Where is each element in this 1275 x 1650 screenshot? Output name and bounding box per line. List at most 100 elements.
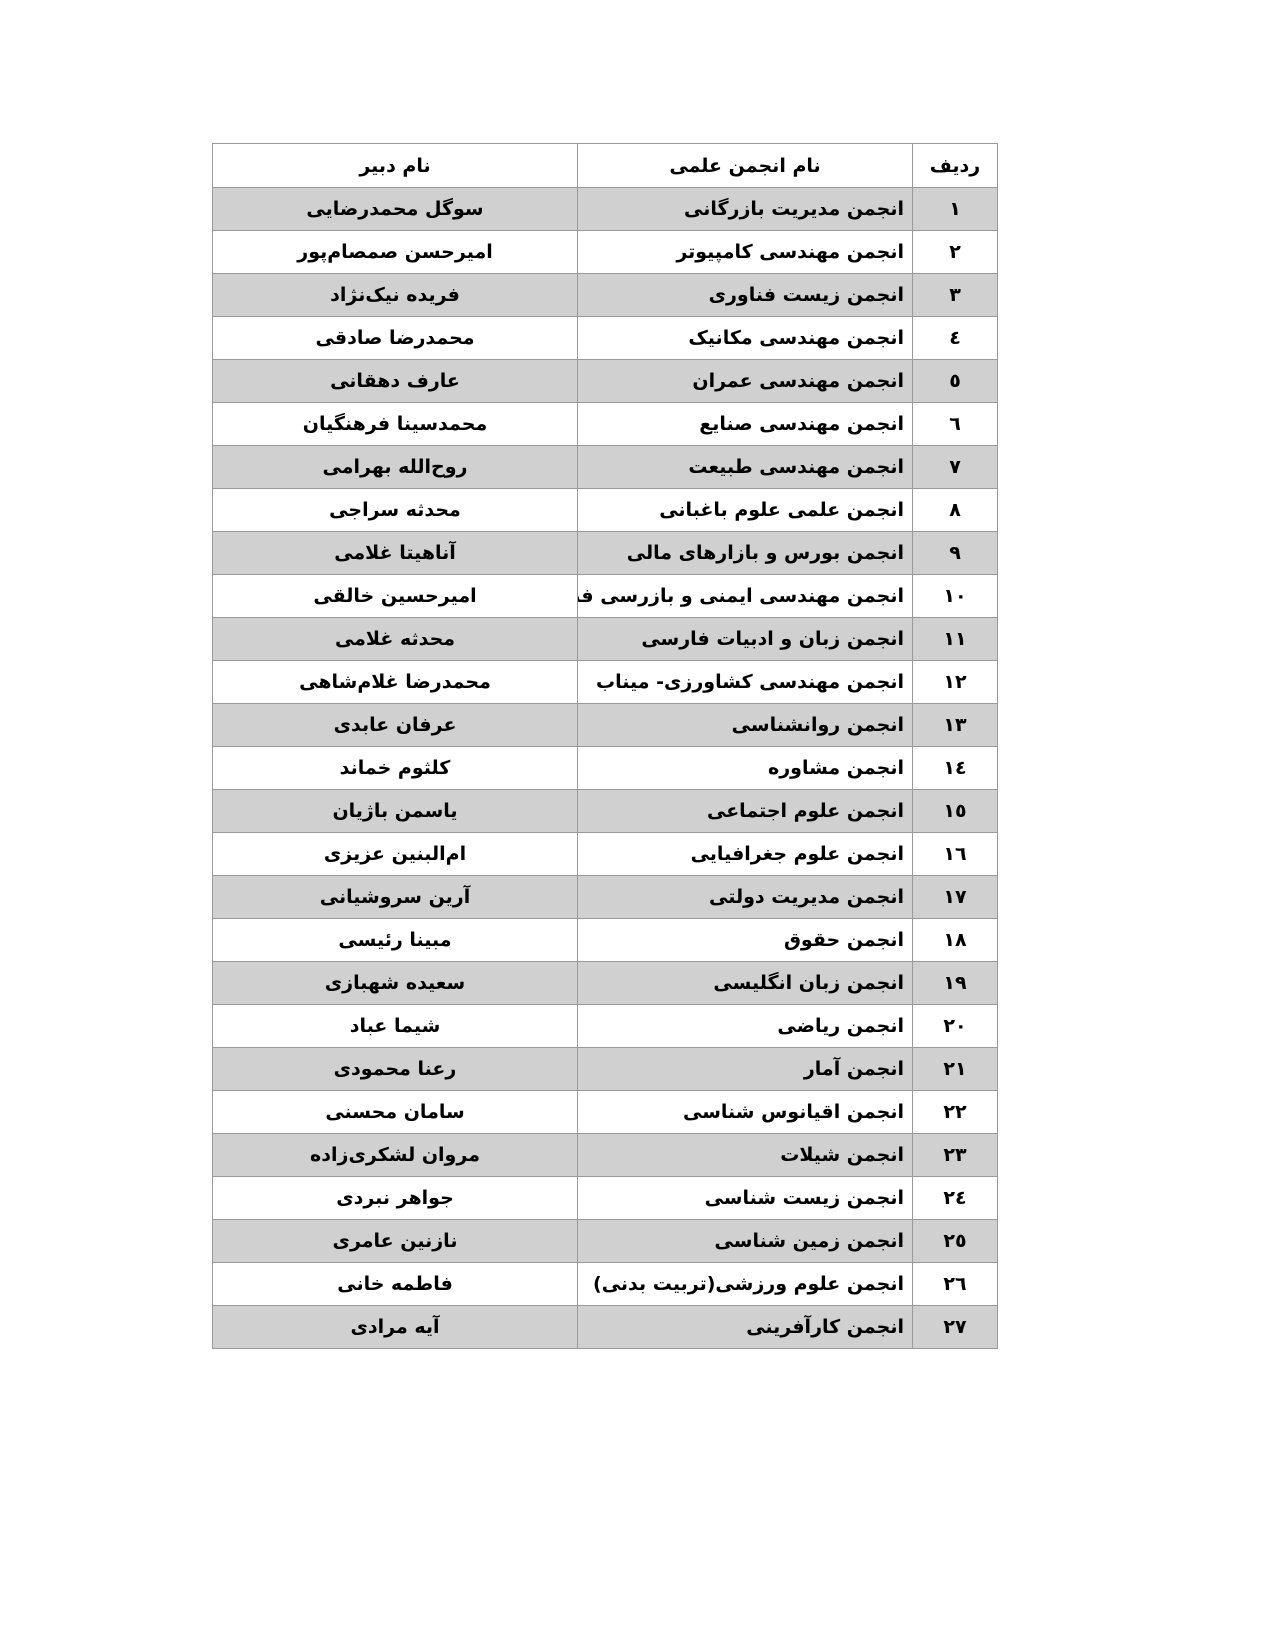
table-row: ۲٦ انجمن علوم ورزشی(تربیت بدنی) فاطمه خانی — [212, 1262, 998, 1306]
table-body: ۱ انجمن مدیریت بازرگانی سوگل محمدرضایی ۲ انج… — [212, 187, 998, 1349]
row-number-cell: ۲۲ — [912, 1090, 998, 1134]
association-name-cell: انجمن مهندسی صنایع — [577, 402, 913, 446]
secretary-name-cell: آیه مرادی — [212, 1305, 578, 1349]
secretary-name-cell: محمدرضا غلام‌شاهی — [212, 660, 578, 704]
secretary-name-cell: آرین سروشیانی — [212, 875, 578, 919]
secretary-name-cell: نازنین عامری — [212, 1219, 578, 1263]
association-name-cell: انجمن مهندسی طبیعت — [577, 445, 913, 489]
row-number-cell: ۳ — [912, 273, 998, 317]
secretary-name-cell: محدثه سراجی — [212, 488, 578, 532]
association-name-cell: انجمن ریاضی — [577, 1004, 913, 1048]
row-number-cell: ۱۳ — [912, 703, 998, 747]
association-name-cell: انجمن علمی علوم باغبانی — [577, 488, 913, 532]
table-row: ۷ انجمن مهندسی طبیعت روح‌الله بهرامی — [212, 445, 998, 489]
row-number-cell: ۸ — [912, 488, 998, 532]
row-number-cell: ۱۱ — [912, 617, 998, 661]
table-header-row: ردیف نام انجمن علمی نام دبیر — [212, 143, 998, 188]
row-number-cell: ٤ — [912, 316, 998, 360]
association-name-cell: انجمن مدیریت دولتی — [577, 875, 913, 919]
association-name-cell: انجمن کارآفرینی — [577, 1305, 913, 1349]
table-row: ۲٤ انجمن زیست شناسی جواهر نبردی — [212, 1176, 998, 1220]
row-number-cell: ۱٦ — [912, 832, 998, 876]
association-name-cell: انجمن بورس و بازارهای مالی — [577, 531, 913, 575]
secretary-name-cell: شیما عباد — [212, 1004, 578, 1048]
secretary-name-cell: ام‌البنین عزیزی — [212, 832, 578, 876]
row-number-cell: ۱٥ — [912, 789, 998, 833]
row-number-cell: ۱ — [912, 187, 998, 231]
table-row: ۲٥ انجمن زمین شناسی نازنین عامری — [212, 1219, 998, 1263]
association-name-cell: انجمن مهندسی مکانیک — [577, 316, 913, 360]
table-row: ۲۲ انجمن اقیانوس شناسی سامان محسنی — [212, 1090, 998, 1134]
table-row: ٤ انجمن مهندسی مکانیک محمدرضا صادقی — [212, 316, 998, 360]
table-row: ۱۷ انجمن مدیریت دولتی آرین سروشیانی — [212, 875, 998, 919]
association-name-cell: انجمن حقوق — [577, 918, 913, 962]
table-row: ۱۰ انجمن مهندسی ایمنی و بازرسی فنی امیرحسی… — [212, 574, 998, 618]
association-name-cell: انجمن اقیانوس شناسی — [577, 1090, 913, 1134]
secretary-name-cell: فریده نیک‌نژاد — [212, 273, 578, 317]
secretary-name-cell: رعنا محمودی — [212, 1047, 578, 1091]
row-number-cell: ۱۰ — [912, 574, 998, 618]
header-row-number: ردیف — [912, 143, 998, 188]
table-row: ۲۰ انجمن ریاضی شیما عباد — [212, 1004, 998, 1048]
association-name-cell: انجمن مشاوره — [577, 746, 913, 790]
table-row: ۱۱ انجمن زبان و ادبیات فارسی محدثه غلامی — [212, 617, 998, 661]
secretary-name-cell: یاسمن باژیان — [212, 789, 578, 833]
secretary-name-cell: کلثوم خماند — [212, 746, 578, 790]
association-name-cell: انجمن مهندسی کشاورزی- میناب — [577, 660, 913, 704]
secretary-name-cell: محدثه غلامی — [212, 617, 578, 661]
association-name-cell: انجمن علوم جغرافیایی — [577, 832, 913, 876]
association-name-cell: انجمن روانشناسی — [577, 703, 913, 747]
row-number-cell: ۲۷ — [912, 1305, 998, 1349]
table-row: ۹ انجمن بورس و بازارهای مالی آناهیتا غلامی — [212, 531, 998, 575]
secretary-name-cell: عارف دهقانی — [212, 359, 578, 403]
row-number-cell: ۱۸ — [912, 918, 998, 962]
association-name-cell: انجمن آمار — [577, 1047, 913, 1091]
association-name-cell: انجمن علوم اجتماعی — [577, 789, 913, 833]
row-number-cell: ٥ — [912, 359, 998, 403]
row-number-cell: ۷ — [912, 445, 998, 489]
secretary-name-cell: جواهر نبردی — [212, 1176, 578, 1220]
secretary-name-cell: مبینا رئیسی — [212, 918, 578, 962]
association-name-cell: انجمن زیست شناسی — [577, 1176, 913, 1220]
secretary-name-cell: امیرحسین خالقی — [212, 574, 578, 618]
row-number-cell: ۱٤ — [912, 746, 998, 790]
association-name-cell: انجمن زبان و ادبیات فارسی — [577, 617, 913, 661]
table-row: ٥ انجمن مهندسی عمران عارف دهقانی — [212, 359, 998, 403]
table-row: ۲ انجمن مهندسی کامپیوتر امیرحسن صمصام‌پور — [212, 230, 998, 274]
table-row: ۲۳ انجمن شیلات مروان لشکری‌زاده — [212, 1133, 998, 1177]
row-number-cell: ۲٥ — [912, 1219, 998, 1263]
association-name-cell: انجمن زمین شناسی — [577, 1219, 913, 1263]
secretary-name-cell: امیرحسن صمصام‌پور — [212, 230, 578, 274]
table-row: ۲۷ انجمن کارآفرینی آیه مرادی — [212, 1305, 998, 1349]
header-association-name: نام انجمن علمی — [577, 143, 913, 188]
row-number-cell: ۲٤ — [912, 1176, 998, 1220]
row-number-cell: ۲۰ — [912, 1004, 998, 1048]
secretary-name-cell: عرفان عابدی — [212, 703, 578, 747]
secretary-name-cell: محمدرضا صادقی — [212, 316, 578, 360]
secretary-name-cell: روح‌الله بهرامی — [212, 445, 578, 489]
secretary-name-cell: آناهیتا غلامی — [212, 531, 578, 575]
association-name-cell: انجمن مهندسی ایمنی و بازرسی فنی — [577, 574, 913, 618]
table-row: ۱۳ انجمن روانشناسی عرفان عابدی — [212, 703, 998, 747]
table-row: ٦ انجمن مهندسی صنایع محمدسینا فرهنگیان — [212, 402, 998, 446]
association-name-cell: انجمن زیست فناوری — [577, 273, 913, 317]
row-number-cell: ۲۳ — [912, 1133, 998, 1177]
table-row: ۱ انجمن مدیریت بازرگانی سوگل محمدرضایی — [212, 187, 998, 231]
association-name-cell: انجمن شیلات — [577, 1133, 913, 1177]
row-number-cell: ۱۲ — [912, 660, 998, 704]
table-row: ۱٦ انجمن علوم جغرافیایی ام‌البنین عزیزی — [212, 832, 998, 876]
associations-table: ردیف نام انجمن علمی نام دبیر ۱ انجمن مدیر… — [212, 143, 998, 1349]
table-row: ۱۲ انجمن مهندسی کشاورزی- میناب محمدرضا غلا… — [212, 660, 998, 704]
row-number-cell: ۲٦ — [912, 1262, 998, 1306]
row-number-cell: ۱۷ — [912, 875, 998, 919]
table-row: ۸ انجمن علمی علوم باغبانی محدثه سراجی — [212, 488, 998, 532]
association-name-cell: انجمن علوم ورزشی(تربیت بدنی) — [577, 1262, 913, 1306]
association-name-cell: انجمن زبان انگلیسی — [577, 961, 913, 1005]
row-number-cell: ۱۹ — [912, 961, 998, 1005]
table-row: ۱۸ انجمن حقوق مبینا رئیسی — [212, 918, 998, 962]
secretary-name-cell: محمدسینا فرهنگیان — [212, 402, 578, 446]
association-name-cell: انجمن مدیریت بازرگانی — [577, 187, 913, 231]
table-row: ۱٤ انجمن مشاوره کلثوم خماند — [212, 746, 998, 790]
table-row: ۲۱ انجمن آمار رعنا محمودی — [212, 1047, 998, 1091]
row-number-cell: ۲۱ — [912, 1047, 998, 1091]
